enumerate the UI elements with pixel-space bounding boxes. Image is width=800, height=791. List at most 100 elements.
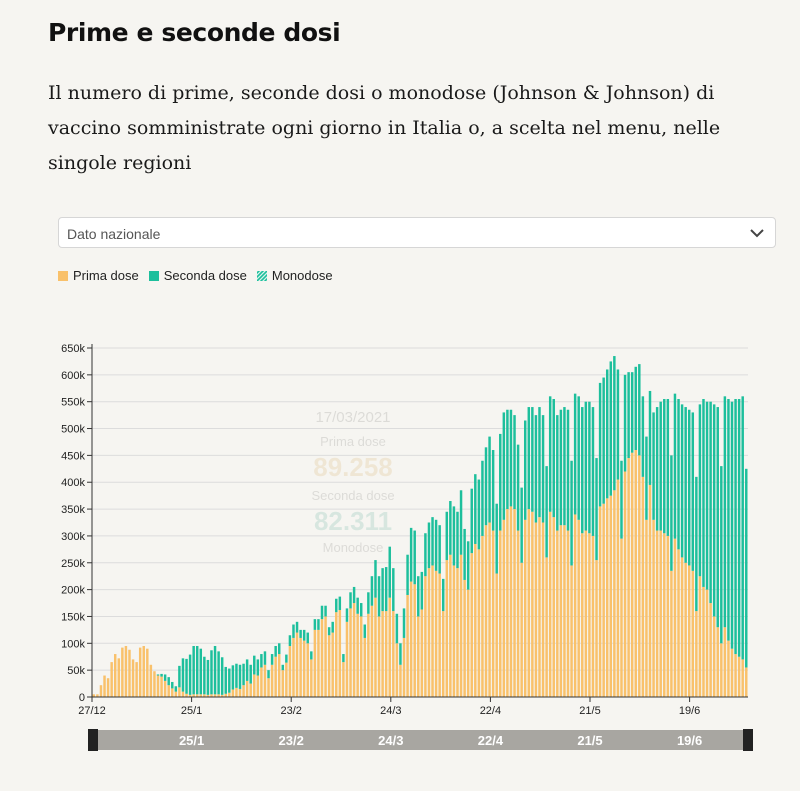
bar-seconda-dose[interactable] xyxy=(527,407,531,510)
bar-prima-dose[interactable] xyxy=(192,694,195,697)
bar-seconda-dose[interactable] xyxy=(242,663,245,686)
bar-prima-dose[interactable] xyxy=(370,605,374,697)
bar-prima-dose[interactable] xyxy=(274,656,277,697)
bar-prima-dose[interactable] xyxy=(299,637,302,697)
bar-seconda-dose[interactable] xyxy=(513,415,516,510)
bar-prima-dose[interactable] xyxy=(335,612,338,697)
bar-seconda-dose[interactable] xyxy=(484,447,488,526)
bar-seconda-dose[interactable] xyxy=(256,659,260,676)
bar-prima-dose[interactable] xyxy=(245,680,249,697)
bar-prima-dose[interactable] xyxy=(231,689,235,697)
brush-track[interactable] xyxy=(92,730,748,750)
bar-prima-dose[interactable] xyxy=(737,656,741,697)
bar-prima-dose[interactable] xyxy=(310,659,313,697)
bar-prima-dose[interactable] xyxy=(677,549,680,697)
bar-prima-dose[interactable] xyxy=(581,533,584,697)
bar-seconda-dose[interactable] xyxy=(192,645,195,695)
bar-prima-dose[interactable] xyxy=(188,694,192,697)
bar-seconda-dose[interactable] xyxy=(434,519,438,571)
bar-prima-dose[interactable] xyxy=(484,525,488,697)
bar-prima-dose[interactable] xyxy=(441,611,445,697)
bar-seconda-dose[interactable] xyxy=(499,433,502,531)
bar-seconda-dose[interactable] xyxy=(441,578,445,612)
bar-seconda-dose[interactable] xyxy=(495,503,498,574)
bar-seconda-dose[interactable] xyxy=(267,670,270,679)
bar-prima-dose[interactable] xyxy=(513,509,516,697)
bar-prima-dose[interactable] xyxy=(96,694,99,697)
bar-prima-dose[interactable] xyxy=(552,517,555,697)
bar-prima-dose[interactable] xyxy=(499,530,502,697)
bar-seconda-dose[interactable] xyxy=(402,608,406,638)
bar-prima-dose[interactable] xyxy=(687,565,691,697)
bar-seconda-dose[interactable] xyxy=(263,651,267,665)
bar-seconda-dose[interactable] xyxy=(588,401,591,534)
bar-prima-dose[interactable] xyxy=(377,616,381,697)
bar-prima-dose[interactable] xyxy=(131,659,135,697)
bar-prima-dose[interactable] xyxy=(434,570,438,697)
bar-prima-dose[interactable] xyxy=(712,616,716,697)
bar-seconda-dose[interactable] xyxy=(374,560,377,598)
bar-prima-dose[interactable] xyxy=(566,530,570,697)
bar-prima-dose[interactable] xyxy=(727,640,730,697)
bar-prima-dose[interactable] xyxy=(659,530,662,697)
bar-prima-dose[interactable] xyxy=(110,662,113,697)
bar-seconda-dose[interactable] xyxy=(591,407,595,536)
bar-prima-dose[interactable] xyxy=(691,570,695,697)
bar-prima-dose[interactable] xyxy=(613,490,616,697)
bar-seconda-dose[interactable] xyxy=(338,596,342,611)
bar-prima-dose[interactable] xyxy=(242,685,245,697)
bar-prima-dose[interactable] xyxy=(295,632,299,697)
bar-seconda-dose[interactable] xyxy=(702,399,705,587)
bar-seconda-dose[interactable] xyxy=(680,404,684,558)
bar-prima-dose[interactable] xyxy=(545,557,548,697)
bar-prima-dose[interactable] xyxy=(195,694,199,697)
bar-seconda-dose[interactable] xyxy=(302,629,306,641)
bar-seconda-dose[interactable] xyxy=(235,663,238,688)
bar-seconda-dose[interactable] xyxy=(342,654,345,663)
bar-prima-dose[interactable] xyxy=(523,519,527,697)
bar-seconda-dose[interactable] xyxy=(556,415,559,531)
bar-prima-dose[interactable] xyxy=(680,557,684,697)
bar-prima-dose[interactable] xyxy=(206,694,210,697)
bar-prima-dose[interactable] xyxy=(527,509,531,697)
bar-prima-dose[interactable] xyxy=(285,662,288,697)
bar-prima-dose[interactable] xyxy=(652,519,655,697)
bar-seconda-dose[interactable] xyxy=(185,658,188,694)
bar-seconda-dose[interactable] xyxy=(395,613,399,644)
bar-prima-dose[interactable] xyxy=(534,522,538,698)
bar-prima-dose[interactable] xyxy=(734,654,737,697)
bar-prima-dose[interactable] xyxy=(160,676,163,697)
bar-seconda-dose[interactable] xyxy=(431,517,434,566)
bar-seconda-dose[interactable] xyxy=(466,541,470,590)
bar-prima-dose[interactable] xyxy=(424,576,427,697)
bar-prima-dose[interactable] xyxy=(709,603,712,697)
bar-seconda-dose[interactable] xyxy=(327,627,331,636)
region-select[interactable]: Dato nazionale xyxy=(58,217,776,248)
bar-prima-dose[interactable] xyxy=(620,538,623,697)
bar-prima-dose[interactable] xyxy=(420,609,424,697)
bar-seconda-dose[interactable] xyxy=(705,401,709,590)
bar-seconda-dose[interactable] xyxy=(349,592,352,609)
bar-seconda-dose[interactable] xyxy=(417,576,420,617)
bar-seconda-dose[interactable] xyxy=(559,409,563,526)
bar-prima-dose[interactable] xyxy=(645,519,648,697)
bar-seconda-dose[interactable] xyxy=(541,415,545,523)
bar-seconda-dose[interactable] xyxy=(523,420,527,520)
bar-seconda-dose[interactable] xyxy=(666,399,670,536)
bar-seconda-dose[interactable] xyxy=(224,666,227,694)
bar-seconda-dose[interactable] xyxy=(538,407,541,518)
bar-prima-dose[interactable] xyxy=(363,637,367,697)
bar-seconda-dose[interactable] xyxy=(210,650,213,695)
bar-seconda-dose[interactable] xyxy=(520,487,523,563)
bar-prima-dose[interactable] xyxy=(149,664,153,697)
bar-seconda-dose[interactable] xyxy=(638,364,641,456)
bar-prima-dose[interactable] xyxy=(745,667,748,697)
bar-seconda-dose[interactable] xyxy=(659,401,662,531)
bar-prima-dose[interactable] xyxy=(541,522,545,698)
bar-seconda-dose[interactable] xyxy=(463,528,466,580)
bar-seconda-dose[interactable] xyxy=(459,490,463,555)
bar-seconda-dose[interactable] xyxy=(413,530,416,585)
bar-seconda-dose[interactable] xyxy=(730,401,734,649)
bar-prima-dose[interactable] xyxy=(531,511,534,697)
bar-prima-dose[interactable] xyxy=(641,476,645,697)
